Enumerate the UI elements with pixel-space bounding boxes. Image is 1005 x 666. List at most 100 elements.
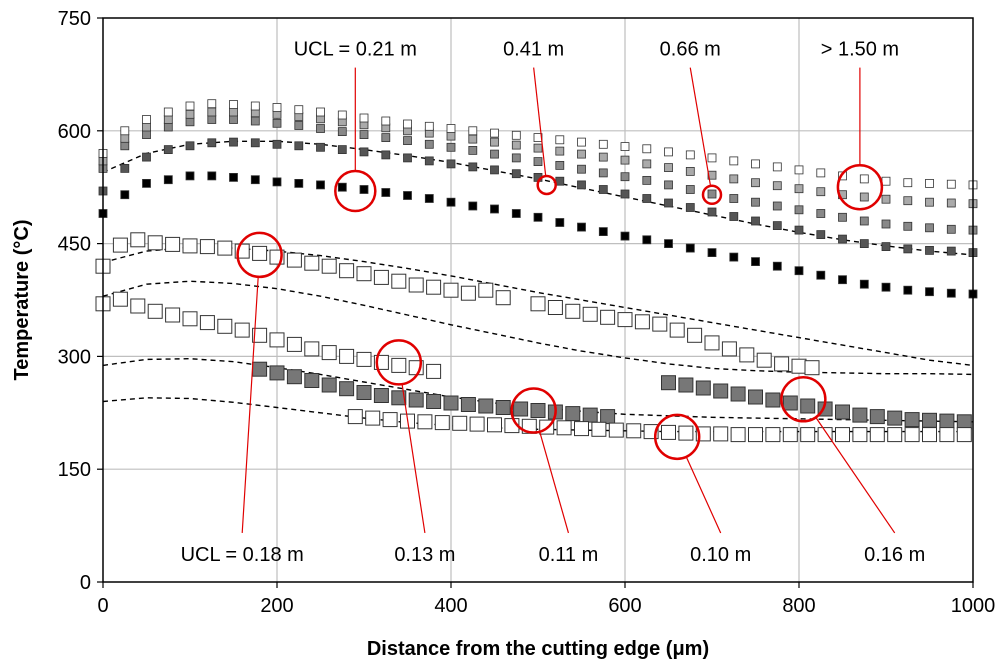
- large-square-marker: [600, 309, 616, 325]
- large-square-marker: [391, 390, 407, 406]
- small-square-marker: [294, 105, 304, 115]
- small-square-marker: [794, 266, 804, 276]
- small-square-marker: [163, 115, 173, 124]
- large-square-marker: [182, 238, 198, 254]
- y-tick-label: 600: [58, 121, 91, 143]
- y-tick-label: 0: [80, 572, 91, 594]
- tick-labels-layer: 0 200 400 600 800 1000 0 150 300 450 600 750: [58, 8, 996, 617]
- annotation-leader-line: [539, 431, 570, 534]
- small-square-marker: [359, 113, 369, 123]
- large-square-marker: [478, 398, 494, 414]
- small-square-marker: [120, 141, 130, 151]
- large-square-marker: [600, 409, 616, 425]
- x-tick-label: 0: [97, 595, 108, 617]
- small-square-marker: [816, 168, 826, 178]
- small-square-marker: [272, 139, 282, 149]
- small-square-marker: [490, 149, 499, 159]
- small-square-marker: [316, 142, 325, 152]
- small-square-marker: [381, 150, 391, 160]
- large-square-marker: [426, 363, 442, 379]
- annotation-leader-line: [241, 276, 259, 533]
- small-square-marker: [664, 198, 673, 208]
- small-square-marker: [120, 190, 130, 200]
- annotation-circle: [375, 339, 423, 386]
- small-square-marker: [511, 153, 521, 163]
- small-square-marker: [250, 138, 260, 148]
- large-square-marker: [426, 394, 442, 409]
- annotation-leader-line: [401, 384, 426, 534]
- small-square-marker: [533, 157, 543, 167]
- annotation-circle: [334, 169, 377, 213]
- small-square-marker: [511, 169, 521, 179]
- x-tick-label: 200: [260, 595, 293, 617]
- small-square-marker: [142, 178, 151, 188]
- small-square-marker: [446, 159, 456, 169]
- small-square-marker: [337, 145, 347, 155]
- large-square-marker: [782, 395, 798, 411]
- large-square-marker: [487, 417, 502, 433]
- small-square-marker: [664, 163, 673, 173]
- small-square-marker: [772, 201, 782, 211]
- annotation-label: UCL = 0.18 m: [181, 544, 304, 566]
- large-square-marker: [112, 291, 128, 307]
- small-square-marker: [490, 165, 499, 175]
- large-square-marker: [408, 277, 424, 293]
- large-square-marker: [565, 406, 581, 422]
- large-square-marker: [452, 415, 468, 431]
- large-square-marker: [678, 377, 694, 393]
- small-square-marker: [120, 163, 130, 173]
- small-square-marker: [555, 160, 565, 170]
- small-square-marker: [446, 124, 456, 133]
- small-square-marker: [903, 285, 913, 295]
- annotation-circle: [236, 231, 283, 279]
- small-square-marker: [816, 209, 826, 218]
- small-square-marker: [446, 142, 456, 152]
- small-square-marker: [511, 140, 521, 150]
- small-square-marker: [294, 178, 304, 188]
- annotation-circle: [536, 174, 557, 196]
- large-square-marker: [869, 409, 885, 425]
- x-axis-title: Distance from the cutting edge (μm): [367, 638, 709, 660]
- small-square-marker: [925, 287, 934, 297]
- small-square-marker: [881, 242, 891, 252]
- small-square-marker: [490, 137, 499, 147]
- large-square-marker: [460, 285, 476, 301]
- large-square-marker: [774, 356, 790, 372]
- small-square-marker: [685, 185, 695, 194]
- large-square-marker: [339, 381, 355, 397]
- small-square-marker: [250, 101, 260, 111]
- small-square-marker: [533, 143, 543, 153]
- small-square-marker: [685, 150, 695, 160]
- large-square-marker: [730, 386, 746, 402]
- small-square-marker: [163, 122, 173, 132]
- small-square-marker: [316, 180, 325, 190]
- large-square-marker: [634, 314, 650, 330]
- large-square-marker: [347, 409, 363, 425]
- large-square-marker: [269, 332, 285, 348]
- large-square-marker: [469, 416, 485, 432]
- small-square-marker: [664, 180, 673, 190]
- small-square-marker: [772, 181, 782, 191]
- large-square-marker: [382, 412, 398, 428]
- small-square-marker: [381, 188, 391, 197]
- small-square-marker: [207, 115, 217, 124]
- small-square-marker: [751, 197, 760, 207]
- annotation-label: 0.11 m: [539, 544, 599, 566]
- small-square-marker: [294, 141, 304, 151]
- annotation-leader-line: [685, 456, 722, 534]
- large-square-marker: [739, 347, 755, 363]
- small-square-marker: [925, 223, 934, 233]
- small-square-marker: [468, 134, 478, 144]
- small-square-marker: [685, 203, 695, 212]
- small-square-marker: [337, 182, 347, 192]
- small-square-marker: [946, 288, 956, 298]
- small-square-marker: [685, 243, 695, 253]
- large-square-marker: [591, 421, 607, 437]
- large-square-marker: [339, 263, 355, 279]
- large-square-marker: [765, 427, 781, 443]
- large-square-marker: [582, 306, 598, 322]
- large-square-marker: [304, 255, 320, 271]
- small-square-marker: [424, 156, 434, 166]
